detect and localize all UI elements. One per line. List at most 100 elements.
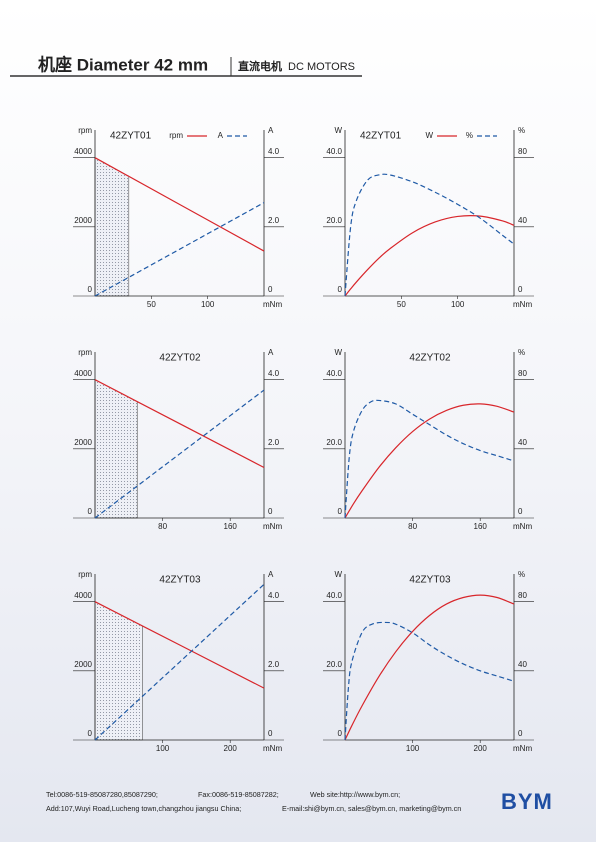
y2-tick-label: 40 xyxy=(518,438,527,447)
footer-email: E-mail:shi@bym.cn, sales@bym.cn, marketi… xyxy=(282,804,461,813)
x-tick-label: 100 xyxy=(156,744,170,753)
x-tick-label: 160 xyxy=(224,522,238,531)
y-tick-label: 2000 xyxy=(74,660,92,669)
y2-tick-label: 4.0 xyxy=(268,369,280,378)
y-axis-label: W xyxy=(334,126,342,135)
x-tick-label: 200 xyxy=(474,744,488,753)
header-subtitle-cn: 直流电机 xyxy=(238,59,282,73)
y-axis-label: W xyxy=(334,570,342,579)
x-axis-label: mNm xyxy=(263,300,282,309)
y-tick-label: 4000 xyxy=(74,369,92,378)
series-line xyxy=(94,583,265,741)
chart-title: 42ZYT03 xyxy=(409,575,451,586)
chart-title: 42ZYT02 xyxy=(159,353,201,364)
y-tick-label: 0 xyxy=(88,729,93,738)
x-tick-label: 80 xyxy=(158,522,167,531)
shaded-region xyxy=(94,379,138,519)
y-axis-label: W xyxy=(334,348,342,357)
chart-title: 42ZYT01 xyxy=(360,131,402,142)
y2-tick-label: 0 xyxy=(518,285,523,294)
series-line xyxy=(344,399,515,519)
y-tick-label: 20.0 xyxy=(326,216,342,225)
chart-title: 42ZYT01 xyxy=(110,131,152,142)
y-axis-label: rpm xyxy=(78,126,92,135)
legend-label: W xyxy=(425,131,433,140)
footer-web: Web site:http://www.bym.cn; xyxy=(310,790,400,799)
y2-tick-label: 2.0 xyxy=(268,438,280,447)
y2-tick-label: 80 xyxy=(518,147,527,156)
y2-tick-label: 0 xyxy=(268,507,273,516)
series-line xyxy=(344,403,515,519)
header-title: 机座 Diameter 42 mm xyxy=(38,54,208,74)
x-axis-label: mNm xyxy=(513,300,532,309)
x-axis-label: mNm xyxy=(513,522,532,531)
y2-tick-label: 4.0 xyxy=(268,591,280,600)
y-tick-label: 2000 xyxy=(74,216,92,225)
y2-axis-label: % xyxy=(518,570,525,579)
x-axis-label: mNm xyxy=(263,522,282,531)
chart-title: 42ZYT02 xyxy=(409,353,451,364)
x-tick-label: 50 xyxy=(397,300,406,309)
y-tick-label: 4000 xyxy=(74,591,92,600)
footer-fax: Fax:0086-519-85087282; xyxy=(198,790,279,799)
x-tick-label: 200 xyxy=(224,744,238,753)
y-tick-label: 20.0 xyxy=(326,660,342,669)
y-tick-label: 0 xyxy=(88,285,93,294)
y-axis-label: rpm xyxy=(78,348,92,357)
legend-label: rpm xyxy=(169,131,183,140)
legend-label: A xyxy=(218,131,224,140)
shaded-region xyxy=(94,157,130,297)
series-line xyxy=(344,594,515,741)
y-tick-label: 40.0 xyxy=(326,369,342,378)
y2-tick-label: 0 xyxy=(268,285,273,294)
series-line xyxy=(94,601,265,689)
y2-tick-label: 80 xyxy=(518,369,527,378)
series-line xyxy=(344,173,515,297)
y2-axis-label: A xyxy=(268,348,274,357)
logo: BYM xyxy=(501,789,553,814)
y2-tick-label: 4.0 xyxy=(268,147,280,156)
x-tick-label: 100 xyxy=(201,300,215,309)
y-tick-label: 40.0 xyxy=(326,591,342,600)
y-tick-label: 2000 xyxy=(74,438,92,447)
y-tick-label: 40.0 xyxy=(326,147,342,156)
y2-tick-label: 80 xyxy=(518,591,527,600)
footer-tel: Tel:0086-519-85087280,85087290; xyxy=(46,790,158,799)
series-line xyxy=(344,215,515,297)
series-line xyxy=(94,202,265,297)
footer-address: Add:107,Wuyi Road,Lucheng town,changzhou… xyxy=(46,804,241,813)
x-tick-label: 100 xyxy=(451,300,465,309)
x-tick-label: 160 xyxy=(474,522,488,531)
series-line xyxy=(94,389,265,519)
y-axis-label: rpm xyxy=(78,570,92,579)
y2-tick-label: 0 xyxy=(518,507,523,516)
y-tick-label: 4000 xyxy=(74,147,92,156)
y-tick-label: 0 xyxy=(88,507,93,516)
y2-tick-label: 40 xyxy=(518,216,527,225)
series-line xyxy=(344,621,515,741)
y-tick-label: 0 xyxy=(338,507,343,516)
x-tick-label: 50 xyxy=(147,300,156,309)
x-axis-label: mNm xyxy=(263,744,282,753)
y2-tick-label: 2.0 xyxy=(268,216,280,225)
y2-tick-label: 0 xyxy=(518,729,523,738)
header-subtitle: DC MOTORS xyxy=(288,61,355,73)
y2-tick-label: 2.0 xyxy=(268,660,280,669)
y-tick-label: 0 xyxy=(338,729,343,738)
series-line xyxy=(94,157,265,252)
y2-tick-label: 40 xyxy=(518,660,527,669)
series-line xyxy=(94,379,265,469)
y2-tick-label: 0 xyxy=(268,729,273,738)
y-tick-label: 20.0 xyxy=(326,438,342,447)
x-tick-label: 100 xyxy=(406,744,420,753)
x-axis-label: mNm xyxy=(513,744,532,753)
y-tick-label: 0 xyxy=(338,285,343,294)
legend-label: % xyxy=(466,131,473,140)
y2-axis-label: A xyxy=(268,570,274,579)
x-tick-label: 80 xyxy=(408,522,417,531)
y2-axis-label: % xyxy=(518,348,525,357)
y2-axis-label: A xyxy=(268,126,274,135)
y2-axis-label: % xyxy=(518,126,525,135)
